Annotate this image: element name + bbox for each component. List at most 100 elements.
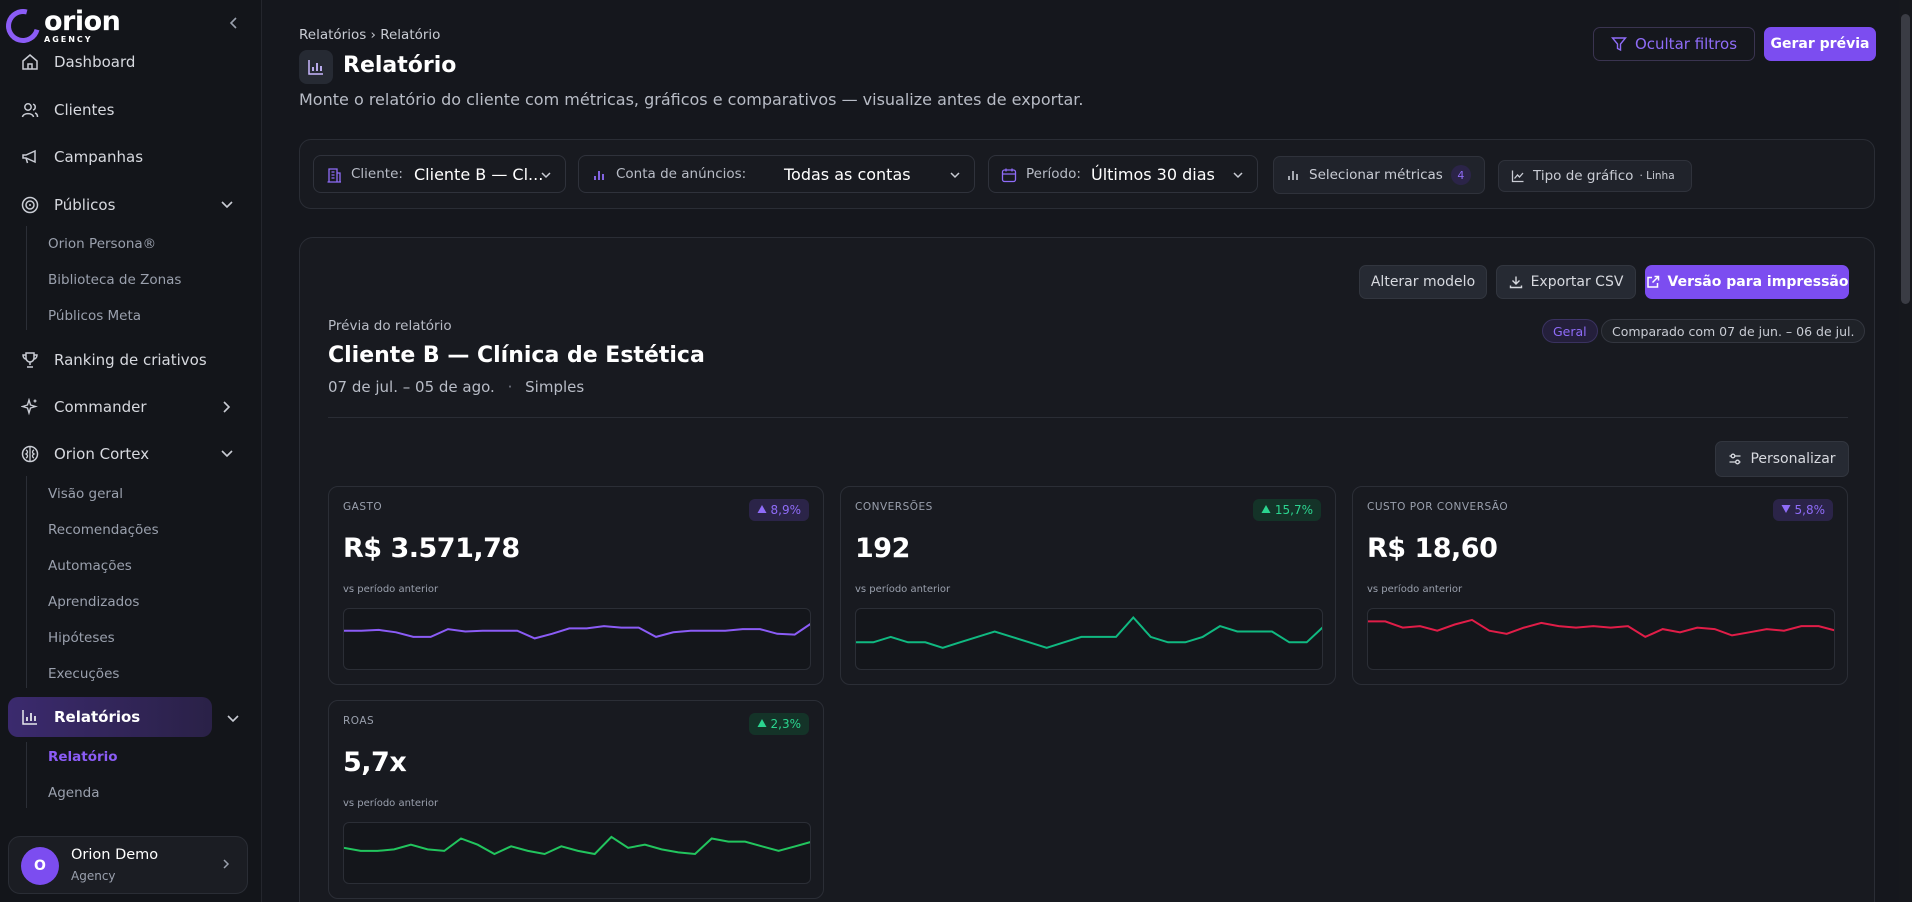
- report-title: Cliente B — Clínica de Estética: [328, 343, 705, 368]
- chevron-down-icon: [950, 172, 960, 179]
- hide-filters-label: Ocultar filtros: [1634, 35, 1738, 53]
- logo[interactable]: orion AGENCY: [0, 2, 121, 50]
- metric-change-badge: 8,9%: [748, 499, 809, 521]
- report-template: Simples: [525, 378, 585, 396]
- meta-separator: ·: [507, 378, 513, 396]
- sidebar-subitem-visao-geral[interactable]: Visão geral: [48, 486, 123, 502]
- metric-label: ROAS: [343, 715, 375, 727]
- export-csv-label: Exportar CSV: [1530, 274, 1624, 290]
- chevron-down-icon: [221, 201, 233, 209]
- generate-preview-button[interactable]: Gerar prévia: [1764, 27, 1876, 61]
- period-select[interactable]: Período: Últimos 30 dias: [988, 155, 1258, 193]
- print-version-label: Versão para impressão: [1667, 274, 1849, 290]
- sidebar-subitem-orion-persona[interactable]: Orion Persona®: [48, 236, 157, 252]
- sidebar-item-orion-cortex[interactable]: Orion Cortex: [8, 436, 256, 472]
- metric-change-badge: 15,7%: [1252, 499, 1321, 521]
- collapse-sidebar-button[interactable]: [226, 14, 242, 36]
- chevron-down-icon: [541, 172, 551, 179]
- metric-change-badge: 5,8%: [1772, 499, 1833, 521]
- ad-account-select[interactable]: Conta de anúncios: Todas as contas: [578, 155, 975, 193]
- metric-label: CUSTO POR CONVERSÃO: [1367, 501, 1509, 513]
- metric-label: CONVERSÕES: [855, 501, 933, 513]
- user-card[interactable]: O Orion Demo Agency: [8, 836, 248, 894]
- chart-type-button[interactable]: Tipo de gráfico · Linha: [1498, 160, 1692, 192]
- sidebar-subitem-relatorio[interactable]: Relatório: [48, 749, 118, 765]
- brand-sub: AGENCY: [44, 35, 93, 44]
- filter-icon: [1610, 37, 1627, 52]
- client-value: Cliente B — Cl...: [414, 164, 544, 184]
- triangle-down-icon: [1781, 503, 1791, 517]
- metric-change-value: 5,8%: [1794, 503, 1826, 517]
- sparkline-svg: [1368, 618, 1834, 639]
- calendar-icon: [1001, 168, 1017, 183]
- orion-logo-icon: [0, 2, 47, 50]
- submenu-line: [26, 476, 27, 688]
- change-model-button[interactable]: Alterar modelo: [1359, 265, 1487, 299]
- metric-change-badge: 2,3%: [748, 713, 809, 735]
- select-metrics-button[interactable]: Selecionar métricas 4: [1273, 156, 1485, 194]
- bar-chart-icon: [594, 171, 604, 180]
- breadcrumb: Relatórios › Relatório: [299, 27, 441, 43]
- metric-note: vs período anterior: [1367, 584, 1463, 595]
- download-icon: [1509, 276, 1522, 289]
- filters-bar: Cliente: Cliente B — Cl... Conta de anún…: [299, 139, 1875, 209]
- metric-change-value: 2,3%: [770, 717, 802, 731]
- period-value: Últimos 30 dias: [1091, 164, 1215, 184]
- avatar: O: [21, 847, 59, 885]
- sidebar-subitem-biblioteca-zonas[interactable]: Biblioteca de Zonas: [48, 272, 182, 288]
- sparkline-line: [344, 835, 810, 856]
- sidebar-item-dashboard[interactable]: Dashboard: [8, 45, 256, 79]
- client-select[interactable]: Cliente: Cliente B — Cl...: [313, 155, 566, 193]
- sidebar-item-publicos[interactable]: Públicos: [8, 187, 256, 223]
- metric-note: vs período anterior: [343, 584, 439, 595]
- scrollbar-thumb[interactable]: [1901, 14, 1910, 304]
- sidebar-subitem-automacoes[interactable]: Automações: [48, 558, 132, 574]
- user-role: Agency: [71, 869, 116, 883]
- brain-icon: [20, 444, 40, 464]
- sidebar-item-campanhas[interactable]: Campanhas: [8, 139, 256, 175]
- print-version-button[interactable]: Versão para impressão: [1645, 265, 1849, 299]
- sparkline-svg: [856, 615, 1322, 649]
- sidebar-subitem-recomendacoes[interactable]: Recomendações: [48, 522, 159, 538]
- sidebar-subitem-hipoteses[interactable]: Hipóteses: [48, 630, 115, 646]
- chevron-left-icon: [229, 17, 237, 29]
- hide-filters-button[interactable]: Ocultar filtros: [1593, 27, 1755, 61]
- page-scrollbar[interactable]: [1899, 0, 1912, 902]
- comparison-pill: Comparado com 07 de jun. – 06 de jul.: [1601, 319, 1866, 343]
- brand-name: orion: [44, 6, 121, 37]
- metric-value: R$ 3.571,78: [343, 533, 520, 564]
- metric-sparkline: [855, 608, 1323, 670]
- general-pill: Geral: [1542, 319, 1598, 343]
- sidebar-subitem-execucoes[interactable]: Execuções: [48, 666, 120, 682]
- ad-account-label: Conta de anúncios:: [616, 166, 747, 182]
- triangle-up-icon: [757, 717, 767, 731]
- metric-card-roas: ROAS 2,3% 5,7x vs período anterior: [328, 700, 824, 899]
- triangle-up-icon: [757, 503, 767, 517]
- sidebar-item-label: Orion Cortex: [54, 445, 150, 463]
- trophy-icon: [20, 350, 40, 370]
- export-csv-button[interactable]: Exportar CSV: [1496, 265, 1636, 299]
- customize-button[interactable]: Personalizar: [1715, 441, 1849, 477]
- generate-preview-label: Gerar prévia: [1770, 36, 1870, 52]
- user-name: Orion Demo: [71, 847, 159, 863]
- sparkline-svg: [344, 835, 810, 856]
- chart-type-label: Tipo de gráfico: [1533, 168, 1634, 184]
- sidebar-item-ranking-criativos[interactable]: Ranking de criativos: [8, 342, 256, 378]
- sidebar-subitem-publicos-meta[interactable]: Públicos Meta: [48, 308, 142, 324]
- sidebar-subitem-aprendizados[interactable]: Aprendizados: [48, 594, 140, 610]
- sidebar-item-label: Dashboard: [54, 53, 136, 71]
- sidebar-subitem-agenda[interactable]: Agenda: [48, 785, 100, 801]
- chevron-down-icon[interactable]: [224, 710, 242, 728]
- report-meta: 07 de jul. – 05 de ago. · Simples: [328, 378, 584, 396]
- select-metrics-label: Selecionar métricas: [1309, 167, 1443, 183]
- sparkline-line: [344, 623, 810, 640]
- line-chart-icon: [1511, 170, 1524, 183]
- sidebar-item-clientes[interactable]: Clientes: [8, 92, 256, 128]
- sidebar-item-relatorios[interactable]: Relatórios: [8, 697, 212, 737]
- metric-card-conversoes: CONVERSÕES 15,7% 192 vs período anterior: [840, 486, 1336, 685]
- metric-change-value: 15,7%: [1274, 503, 1313, 517]
- sidebar-item-commander[interactable]: Commander: [8, 389, 256, 425]
- external-link-icon: [1646, 275, 1659, 288]
- sparkles-icon: [20, 397, 40, 417]
